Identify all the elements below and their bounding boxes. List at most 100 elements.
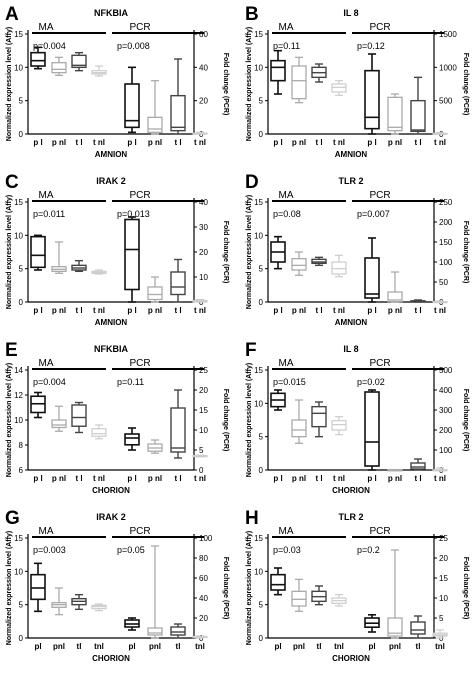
category-label: tnl [195,642,205,651]
y-label-right: Fold change (PCR) [222,53,229,116]
left-tick-label: 15 [254,534,263,543]
pcr-box-pnl [147,80,163,135]
right-tick-label: 20 [439,554,448,563]
pcr-box-pnl [147,276,163,303]
y-label-left: Normalized expression level (Affy) [246,363,253,477]
ma-box-pl [270,49,286,95]
ma-box-pnl [51,587,67,616]
category-label: p l [127,306,136,315]
gene-title: IL 8 [343,8,358,18]
left-tick-label: 15 [14,534,23,543]
pcr-box-pnl [387,93,403,135]
ma-box-tnl [331,254,347,278]
category-label: t l [414,474,421,483]
category-label: pl [34,642,41,651]
pcr-box-pl [124,66,140,134]
left-tick-label: 5 [259,601,264,610]
ma-box-tl [311,401,327,438]
y-label-left: Normalized expression level (Affy) [6,531,13,645]
right-tick-label: 300 [439,406,453,415]
y-label-right: Fold change (PCR) [462,221,469,284]
pcr-box-pl [364,614,380,633]
left-tick-label: 0 [259,634,264,643]
box-iqr [170,271,186,296]
ma-box-tnl [91,65,107,77]
right-tick-label: 25 [199,366,208,375]
ma-label: MA [279,22,294,33]
left-tick-label: 6 [19,466,24,475]
category-label: p l [273,306,282,315]
left-tick-label: 15 [254,366,263,375]
ma-box-pnl [51,56,67,76]
left-tick-label: 10 [254,63,263,72]
ma-p-value: p=0.015 [273,377,306,387]
category-label: t l [75,138,82,147]
pcr-p-value: p=0.008 [117,41,150,51]
box-iqr [410,99,426,133]
panel-letter: D [245,172,259,193]
box-iqr [270,573,286,591]
ma-box-tnl [91,424,107,440]
pcr-p-value: p=0.013 [117,209,150,219]
category-label: t l [315,306,322,315]
box-iqr [364,391,380,467]
category-label: pl [368,642,375,651]
ma-box-tl [71,401,87,434]
pcr-box-pnl [147,439,163,454]
category-label: p l [33,306,42,315]
box-iqr [91,428,107,437]
left-tick-label: 10 [14,231,23,240]
category-label: tl [317,642,322,651]
ma-p-value: p=0.08 [273,209,301,219]
panel-letter: E [5,340,18,361]
box-iqr [170,626,186,636]
box-iqr [410,462,426,470]
left-tick-label: 14 [14,366,23,375]
ma-box-pl [30,562,46,613]
ma-box-pnl [51,241,67,274]
pcr-box-tl [170,258,186,303]
left-tick-label: 15 [254,30,263,39]
pcr-box-tnl [432,467,448,472]
pcr-p-value: p=0.02 [357,377,385,387]
y-label-left: Normalized expression level (Affy) [6,363,13,477]
right-tick-label: 15 [439,574,448,583]
gene-title: IRAK 2 [96,176,126,186]
ma-box-tl [311,256,327,267]
pcr-label: PCR [129,526,150,537]
category-label: t nl [434,138,446,147]
left-tick-label: 10 [14,63,23,72]
category-label: t l [174,306,181,315]
ma-box-tnl [331,594,347,607]
panel-B: BIL 8051015050010001500Normalized expres… [245,4,469,159]
ma-box-tl [311,585,327,606]
right-tick-label: 50 [439,278,448,287]
right-tick-label: 100 [199,534,213,543]
right-tick-label: 20 [199,248,208,257]
right-tick-label: 1000 [439,63,457,72]
category-label: p nl [388,474,402,483]
category-label: pl [128,642,135,651]
pcr-box-tnl [432,300,448,304]
box-iqr [387,96,403,132]
ma-p-value: p=0.003 [33,545,66,555]
pcr-label: PCR [129,22,150,33]
pcr-box-tnl [192,454,208,458]
ma-box-pl [30,234,46,271]
left-tick-label: 0 [19,634,24,643]
category-label: p nl [148,306,162,315]
category-label: t nl [93,138,105,147]
right-tick-label: 20 [199,614,208,623]
left-tick-label: 15 [14,198,23,207]
right-tick-label: 500 [439,366,453,375]
category-label: t l [174,138,181,147]
category-label: t nl [434,306,446,315]
tissue-label: CHORION [332,486,370,495]
box-iqr [30,235,46,269]
box-iqr [170,407,186,453]
ma-p-value: p=0.004 [33,377,66,387]
pcr-box-tl [410,76,426,135]
category-label: p nl [148,138,162,147]
